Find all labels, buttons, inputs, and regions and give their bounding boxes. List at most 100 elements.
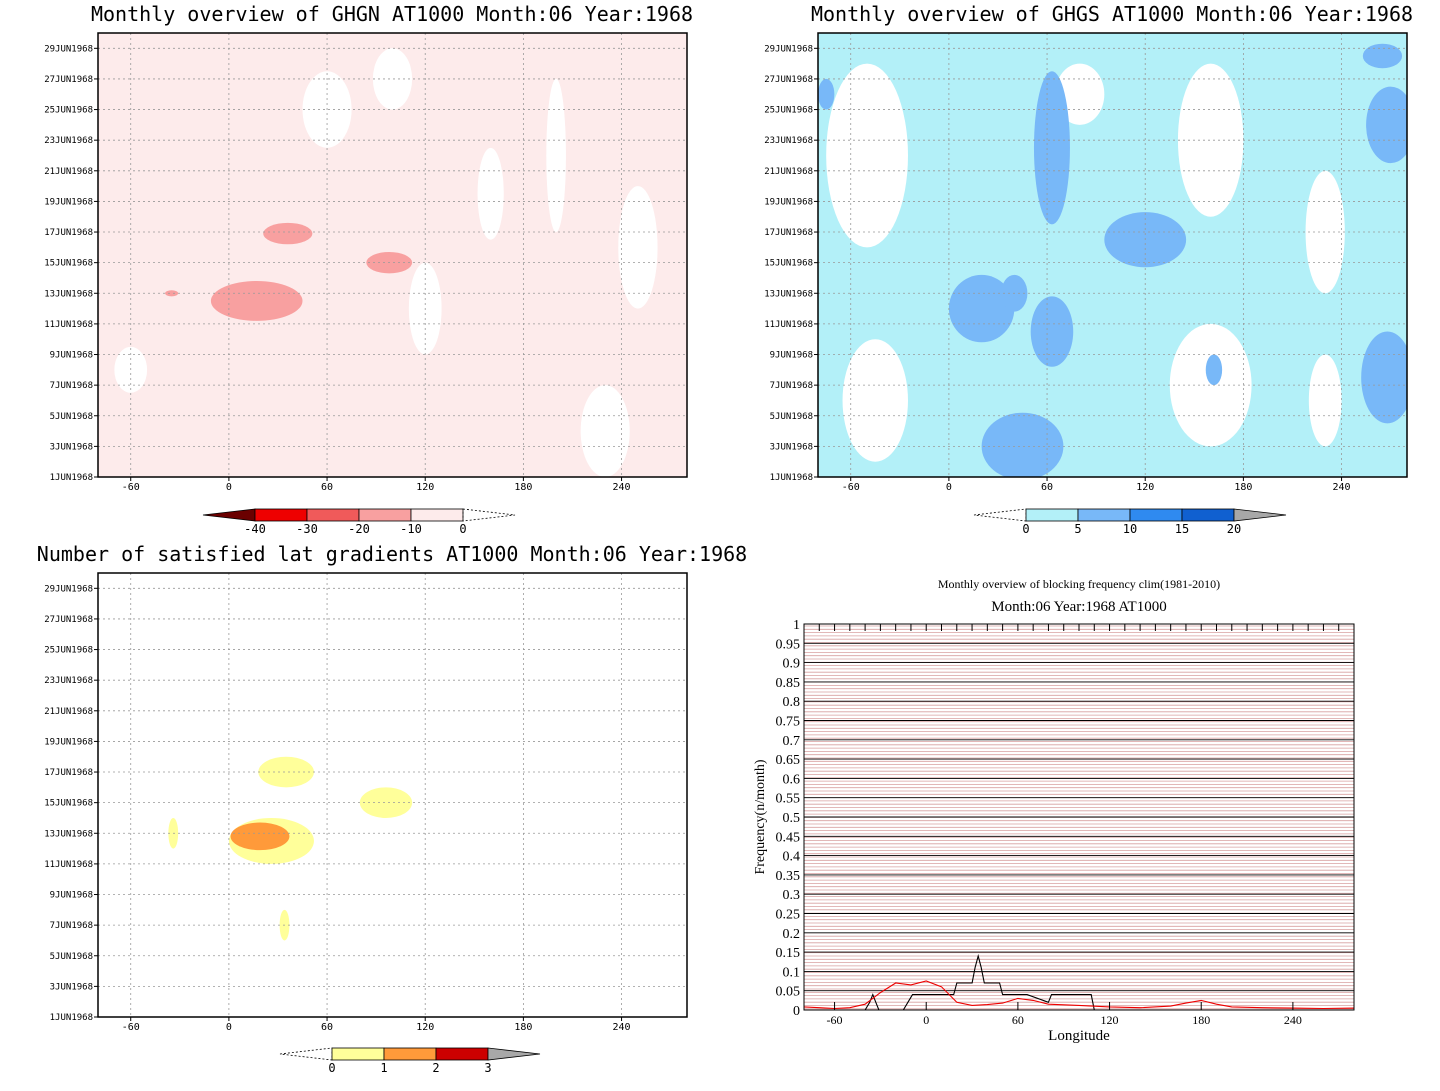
panel-gradients-regions <box>98 573 687 1017</box>
contour-region-5 <box>230 822 290 851</box>
x-tick-label: 180 <box>514 482 532 493</box>
y-tick-label: 13JUN1968 <box>44 829 93 839</box>
contour-region-17 <box>1362 43 1403 69</box>
y-tick-label: 0.4 <box>783 850 801 865</box>
contour-region-2 <box>1177 63 1244 217</box>
contour-region-9 <box>263 222 313 245</box>
y-tick-label: 7JUN1968 <box>50 921 93 931</box>
colorbar-label: 0 <box>1022 522 1029 536</box>
y-tick-label: 11JUN1968 <box>44 320 93 330</box>
panel-gradients-axes: -60 0 60 120 180 240 1JUN1968 3JUN1968 5JUN1968 7… <box>44 584 630 1033</box>
y-tick-label: 9JUN1968 <box>50 891 93 901</box>
x-tick-label: 240 <box>1284 1013 1302 1027</box>
y-tick-label: 0.45 <box>776 830 801 845</box>
y-tick-label: 15JUN1968 <box>44 259 93 269</box>
panel-frequency-series <box>804 953 1354 1010</box>
colorbar-label: -40 <box>244 522 266 536</box>
y-tick-label: 1JUN1968 <box>50 473 93 483</box>
contour-region-6 <box>580 385 630 477</box>
colorbar-swatch-3 <box>358 508 412 522</box>
colorbar-swatch-1 <box>383 1047 437 1061</box>
y-tick-label: 25JUN1968 <box>44 646 93 656</box>
panel-frequency-ylabel: Frequency(n/month) <box>753 759 768 874</box>
y-tick-label: 0.15 <box>776 946 801 961</box>
colorbar-label: 0 <box>328 1061 335 1075</box>
panel-frequency-background <box>804 624 1354 1010</box>
y-tick-label: 0.95 <box>776 637 801 652</box>
y-tick-label: 17JUN1968 <box>44 228 93 238</box>
contour-region-3 <box>1169 323 1252 447</box>
y-tick-label: 0.3 <box>783 888 801 903</box>
y-tick-label: 9JUN1968 <box>770 351 813 361</box>
x-tick-label: 120 <box>416 482 434 493</box>
panel-ghgn-frame <box>97 32 688 478</box>
panel-gradients-grid <box>98 573 687 1017</box>
y-tick-label: 1JUN1968 <box>770 473 813 483</box>
x-tick-label: 60 <box>1012 1013 1024 1027</box>
panel-ghgs-axes: -60 0 60 120 180 240 1JUN1968 3JUN1968 5JUN1968 7… <box>764 44 1350 493</box>
contour-region-10 <box>1030 296 1074 367</box>
y-tick-label: 0.2 <box>783 927 801 942</box>
contour-region-0 <box>258 756 314 788</box>
y-tick-label: 19JUN1968 <box>44 197 93 207</box>
y-tick-label: 25JUN1968 <box>764 106 813 116</box>
x-tick-label: 240 <box>613 482 631 493</box>
contour-region-1 <box>546 78 566 233</box>
x-tick-label: 240 <box>1333 482 1351 493</box>
contour-region-5 <box>1305 170 1345 294</box>
colorbar-min-arrow <box>202 508 256 522</box>
y-tick-label: 29JUN1968 <box>44 44 93 54</box>
panel-frequency-axes: 0 0.05 0.1 0.15 0.2 0.25 0.3 0.35 0.4 0.45 0.5 0.55… <box>776 618 1340 1027</box>
y-tick-label: 0.55 <box>776 792 801 807</box>
x-tick-label: 120 <box>1101 1013 1119 1027</box>
y-tick-label: 0.8 <box>783 695 801 710</box>
x-tick-label: 60 <box>321 1022 333 1033</box>
colorbar-label: 20 <box>1227 522 1241 536</box>
y-tick-label: 15JUN1968 <box>764 259 813 269</box>
colorbar-label: 10 <box>1123 522 1137 536</box>
contour-region-2 <box>618 186 658 309</box>
contour-region-0 <box>477 147 504 240</box>
x-tick-label: 60 <box>1041 482 1053 493</box>
y-tick-label: 0.5 <box>783 811 801 826</box>
panel-ghgs-title: Monthly overview of GHGS AT1000 Month:06… <box>811 2 1413 26</box>
panel-ghgn-regions <box>98 33 687 477</box>
panel-ghgn-title: Monthly overview of GHGN AT1000 Month:06… <box>91 2 693 26</box>
y-tick-label: 0.1 <box>783 965 801 980</box>
panel-gradients-frame <box>97 572 688 1018</box>
y-tick-label: 17JUN1968 <box>44 768 93 778</box>
x-tick-label: 60 <box>321 482 333 493</box>
series-line-0 <box>804 953 1354 1010</box>
x-tick-label: 180 <box>1234 482 1252 493</box>
contour-region-6 <box>1308 354 1342 447</box>
x-tick-label: 120 <box>1136 482 1154 493</box>
contour-region-12 <box>1361 331 1407 424</box>
x-tick-label: -60 <box>827 1013 843 1027</box>
panel-ghgs: Monthly overview of GHGS AT1000 Month:06… <box>764 2 1413 536</box>
colorbar-swatch-1 <box>254 508 308 522</box>
y-tick-label: 23JUN1968 <box>764 136 813 146</box>
contour-region-13 <box>1366 86 1407 164</box>
y-tick-label: 0.05 <box>776 985 801 1000</box>
contour-region-11 <box>981 412 1064 477</box>
y-tick-label: 25JUN1968 <box>44 106 93 116</box>
y-tick-label: 0.65 <box>776 753 801 768</box>
y-tick-label: 21JUN1968 <box>44 707 93 717</box>
x-tick-label: 180 <box>1192 1013 1210 1027</box>
y-tick-label: 3JUN1968 <box>50 442 93 452</box>
y-tick-label: 0.25 <box>776 908 801 923</box>
y-tick-label: 13JUN1968 <box>764 289 813 299</box>
colorbar-swatch-2 <box>306 508 360 522</box>
y-tick-label: 7JUN1968 <box>50 381 93 391</box>
y-tick-label: 0.7 <box>783 734 801 749</box>
y-tick-label: 0 <box>793 1004 800 1019</box>
y-tick-label: 9JUN1968 <box>50 351 93 361</box>
colorbar-swatch-2 <box>1129 508 1183 522</box>
contour-region-0 <box>826 63 908 248</box>
contour-region-1 <box>842 339 908 462</box>
y-tick-label: 15JUN1968 <box>44 799 93 809</box>
x-tick-label: -60 <box>122 1022 140 1033</box>
panel-frequency-title: Monthly overview of blocking frequency c… <box>938 577 1220 591</box>
y-tick-label: 1 <box>793 618 800 633</box>
y-tick-label: 3JUN1968 <box>770 442 813 452</box>
